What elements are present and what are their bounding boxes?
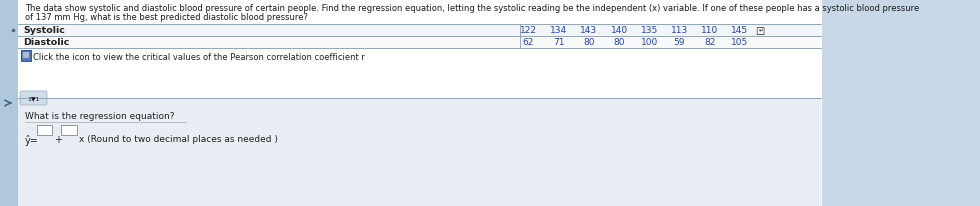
Text: 145: 145 — [731, 26, 749, 35]
Text: 140: 140 — [611, 26, 627, 35]
FancyBboxPatch shape — [21, 91, 47, 105]
Text: Diastolic: Diastolic — [24, 38, 70, 47]
Text: 80: 80 — [613, 38, 625, 47]
Text: 1▼1: 1▼1 — [27, 96, 40, 101]
Bar — [0, 0, 19, 206]
FancyBboxPatch shape — [36, 125, 52, 136]
Text: 100: 100 — [641, 38, 658, 47]
Text: Systolic: Systolic — [24, 26, 66, 35]
Text: of 137 mm Hg, what is the best predicted diastolic blood pressure?: of 137 mm Hg, what is the best predicted… — [25, 13, 308, 22]
Bar — [19, 25, 821, 37]
Text: 113: 113 — [670, 26, 688, 35]
Bar — [19, 98, 821, 206]
Text: 122: 122 — [520, 26, 537, 35]
Text: +: + — [55, 134, 63, 144]
Text: 80: 80 — [583, 38, 595, 47]
Text: 82: 82 — [704, 38, 715, 47]
FancyBboxPatch shape — [22, 50, 30, 61]
Text: ŷ=: ŷ= — [25, 134, 39, 145]
Bar — [24, 53, 28, 59]
Text: The data show systolic and diastolic blood pressure of certain people. Find the : The data show systolic and diastolic blo… — [25, 4, 919, 13]
Text: x (Round to two decimal places as needed ): x (Round to two decimal places as needed… — [78, 134, 277, 143]
Text: 59: 59 — [673, 38, 685, 47]
Text: 71: 71 — [553, 38, 564, 47]
Text: 105: 105 — [731, 38, 749, 47]
Text: What is the regression equation?: What is the regression equation? — [25, 111, 174, 121]
Bar — [19, 37, 821, 49]
Text: ↵: ↵ — [759, 28, 763, 33]
Text: Click the icon to view the critical values of the Pearson correlation coefficien: Click the icon to view the critical valu… — [32, 53, 365, 62]
Text: 134: 134 — [550, 26, 567, 35]
Text: 143: 143 — [580, 26, 598, 35]
Text: □: □ — [756, 26, 764, 36]
Text: 110: 110 — [701, 26, 718, 35]
FancyBboxPatch shape — [61, 125, 76, 136]
Text: 135: 135 — [641, 26, 658, 35]
Text: 62: 62 — [522, 38, 534, 47]
